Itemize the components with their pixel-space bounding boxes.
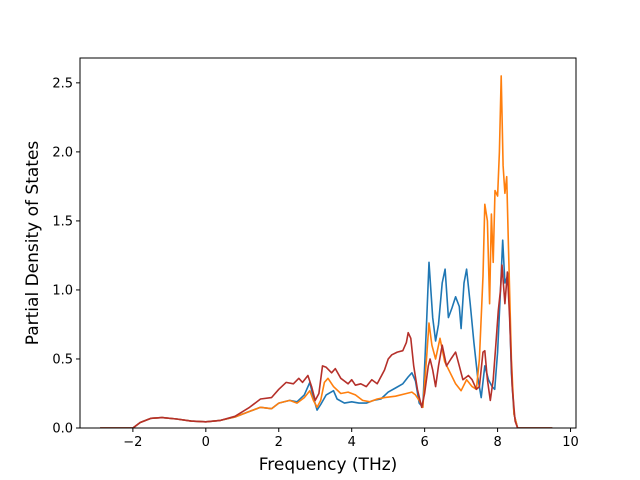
y-tick-label: 2.5 [52, 76, 73, 91]
y-tick-label: 0.5 [52, 352, 73, 367]
x-tick-label: 4 [348, 435, 356, 450]
series-line-2 [100, 75, 553, 428]
x-tick-label: 0 [202, 435, 210, 450]
x-axis-ticks: −2 0 2 4 6 8 10 [123, 428, 579, 450]
series-line-3 [100, 264, 553, 428]
plot-frame [79, 57, 577, 429]
x-tick-label: −2 [123, 435, 142, 450]
x-axis-label: Frequency (THz) [259, 455, 398, 475]
y-tick-label: 1.5 [52, 214, 73, 229]
x-tick-label: 6 [421, 435, 429, 450]
y-axis-label: Partial Density of States [23, 141, 43, 346]
y-axis-ticks: 0.0 0.5 1.0 1.5 2.0 2.5 [52, 76, 80, 437]
x-tick-label: 2 [275, 435, 283, 450]
y-tick-label: 0.0 [52, 422, 73, 437]
x-tick-label: 10 [562, 435, 579, 450]
x-tick-label: 8 [493, 435, 501, 450]
y-tick-label: 1.0 [52, 283, 73, 298]
series-layer [100, 75, 553, 428]
y-tick-label: 2.0 [52, 145, 73, 160]
